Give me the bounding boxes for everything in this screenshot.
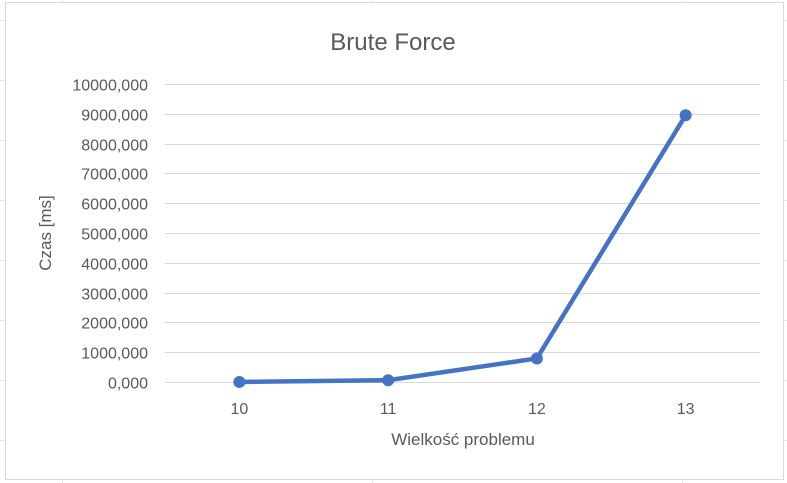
y-tick-label: 6000,000 xyxy=(81,197,148,214)
plot-gridlines xyxy=(165,84,760,383)
data-point xyxy=(530,352,543,365)
series-line-path xyxy=(237,113,688,385)
y-tick-label: 3000,000 xyxy=(81,287,148,304)
series-line xyxy=(237,113,688,385)
data-point xyxy=(679,109,692,122)
x-tick-label: 11 xyxy=(380,401,397,418)
x-tick-label: 13 xyxy=(677,401,695,418)
x-tick-label: 10 xyxy=(230,401,248,418)
chart-title: Brute Force xyxy=(330,29,455,56)
x-tick-labels: 10 11 12 13 xyxy=(230,401,694,418)
chart-area xyxy=(5,2,784,480)
y-tick-label: 7000,000 xyxy=(81,167,148,184)
y-tick-label: 5000,000 xyxy=(81,227,148,244)
y-tick-labels: 0,000 1000,000 2000,000 3000,000 4000,000 500… xyxy=(72,78,148,393)
data-point xyxy=(233,375,246,388)
x-axis-title: Wielkość problemu xyxy=(391,430,535,449)
series-markers xyxy=(233,109,692,388)
y-tick-label: 10000,000 xyxy=(72,78,148,95)
y-tick-label: 2000,000 xyxy=(81,316,148,333)
y-tick-label: 1000,000 xyxy=(81,346,148,363)
y-tick-label: 4000,000 xyxy=(81,257,148,274)
x-tick-label: 12 xyxy=(528,401,546,418)
y-tick-label: 9000,000 xyxy=(81,108,148,125)
y-tick-label: 0,000 xyxy=(108,376,148,393)
data-point xyxy=(382,374,395,387)
y-axis-title: Czas [ms] xyxy=(36,195,55,271)
y-tick-label: 8000,000 xyxy=(81,138,148,155)
